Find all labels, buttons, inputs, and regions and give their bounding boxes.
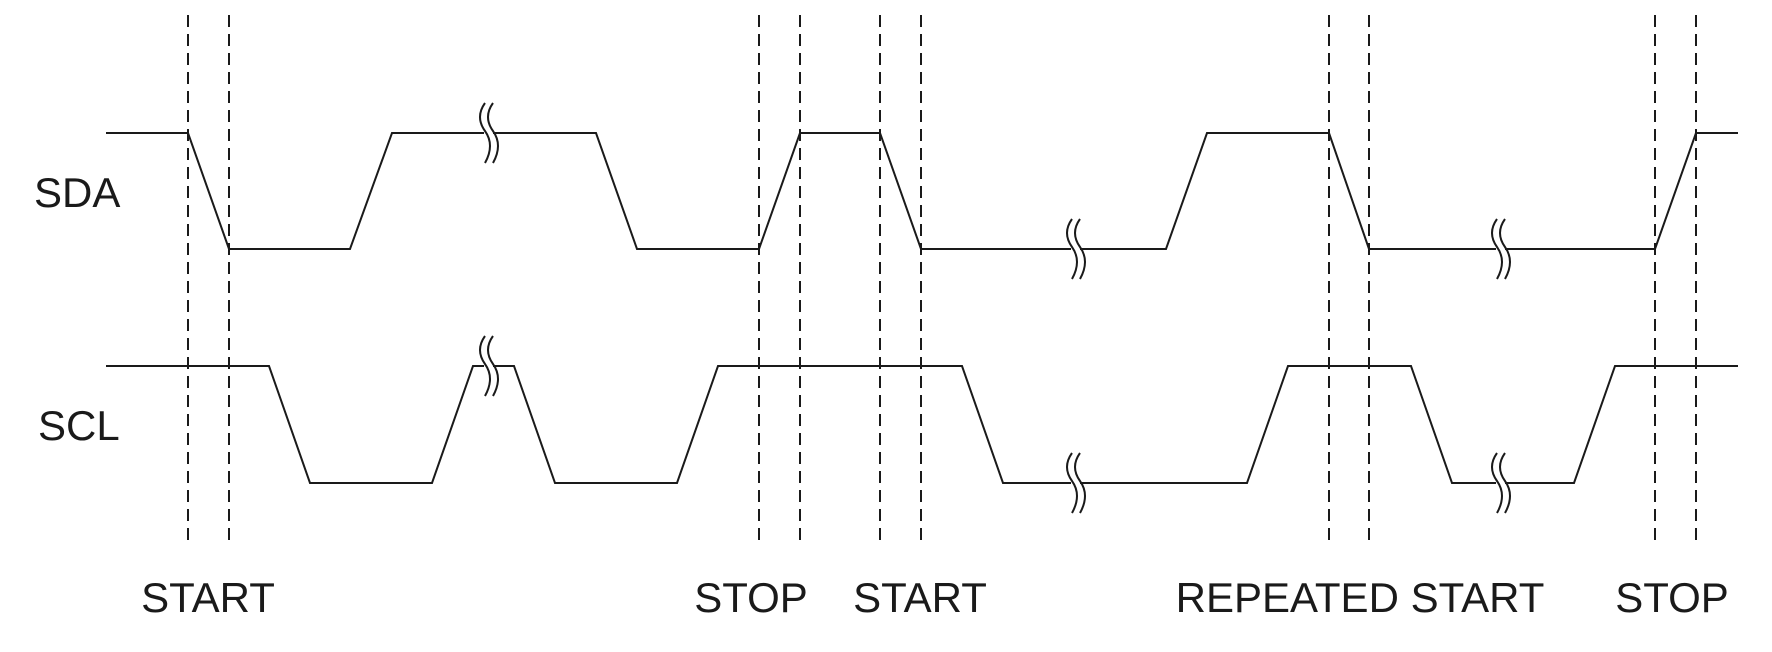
- break-icon: [479, 102, 499, 164]
- sda-label: SDA: [34, 169, 120, 216]
- break-icon: [1491, 452, 1511, 514]
- scl-waveform: [106, 365, 1738, 484]
- sda-waveform: [106, 132, 1738, 250]
- break-icon: [1066, 452, 1086, 514]
- break-symbols: [479, 102, 1511, 514]
- scl-label: SCL: [38, 402, 120, 449]
- break-icon: [1491, 218, 1511, 280]
- stop-label-2: STOP: [1615, 574, 1729, 621]
- timing-guides: [187, 15, 1697, 545]
- break-icon: [1066, 218, 1086, 280]
- start-label-1: START: [141, 574, 275, 621]
- stop-label-1: STOP: [694, 574, 808, 621]
- repeated-start-label: REPEATED START: [1176, 574, 1545, 621]
- start-label-2: START: [853, 574, 987, 621]
- break-icon: [479, 335, 499, 397]
